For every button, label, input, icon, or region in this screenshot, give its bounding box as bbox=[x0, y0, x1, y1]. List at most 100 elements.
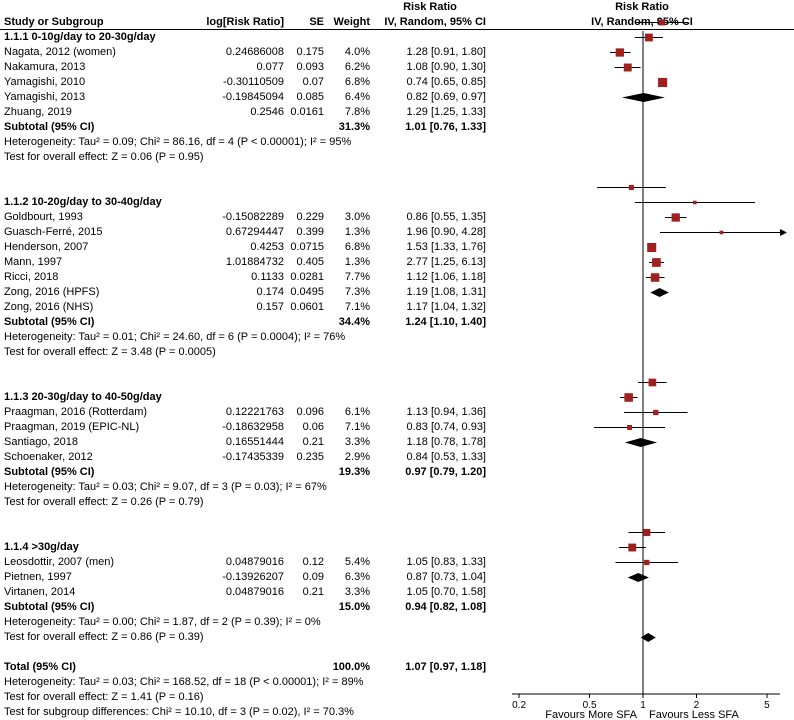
spacer-row bbox=[0, 525, 794, 540]
subtotal-row-ci: 0.97 [0.79, 1.20] bbox=[405, 466, 486, 478]
study-name: Henderson, 2007 bbox=[4, 241, 89, 253]
study-row: Ricci, 2018 0.1133 0.0281 7.7% 1.12 [1.06, 1… bbox=[0, 270, 794, 285]
study-log-risk-ratio: 1.01884732 bbox=[225, 256, 284, 268]
study-ci: 1.08 [0.90, 1.30] bbox=[406, 61, 486, 73]
total-heterogeneity-note-text: Heterogeneity: Tau² = 0.03; Chi² = 168.5… bbox=[4, 676, 364, 688]
study-se: 0.175 bbox=[296, 46, 324, 58]
study-weight: 7.7% bbox=[344, 271, 370, 283]
total-row-weight: 100.0% bbox=[332, 661, 370, 673]
total-row-ci: 1.07 [0.97, 1.18] bbox=[405, 661, 486, 673]
study-se: 0.12 bbox=[302, 556, 324, 568]
subtotal-row-weight: 31.3% bbox=[338, 121, 370, 133]
subtotal-row-weight: 15.0% bbox=[338, 601, 370, 613]
subgroup-heading: 1.1.2 10-20g/day to 30-40g/day bbox=[0, 195, 794, 210]
study-name: Schoenaker, 2012 bbox=[4, 451, 93, 463]
overall-effect-note: Test for overall effect: Z = 0.26 (P = 0… bbox=[0, 495, 794, 510]
study-log-risk-ratio: 0.1133 bbox=[251, 271, 284, 283]
subtotal-row-label: Subtotal (95% CI) bbox=[4, 601, 95, 613]
study-name: Nakamura, 2013 bbox=[4, 61, 86, 73]
total-heterogeneity-note: Heterogeneity: Tau² = 0.03; Chi² = 168.5… bbox=[0, 675, 794, 690]
overall-effect-note-text: Test for overall effect: Z = 0.86 (P = 0… bbox=[4, 631, 204, 643]
study-row: Zhuang, 2019 0.2546 0.0161 7.8% 1.29 [1.25, … bbox=[0, 105, 794, 120]
overall-effect-note: Test for overall effect: Z = 0.86 (P = 0… bbox=[0, 630, 794, 645]
study-name: Virtanen, 2014 bbox=[4, 586, 76, 598]
study-weight: 3.3% bbox=[344, 436, 370, 448]
study-name: Praagman, 2016 (Rotterdam) bbox=[4, 406, 148, 418]
study-name: Praagman, 2019 (EPIC-NL) bbox=[4, 421, 140, 433]
study-ci: 1.28 [0.91, 1.80] bbox=[406, 46, 486, 58]
study-row: Praagman, 2016 (Rotterdam) 0.12221763 0.09… bbox=[0, 405, 794, 420]
study-se: 0.0601 bbox=[290, 301, 324, 313]
subtotal-row-ci: 1.24 [1.10, 1.40] bbox=[405, 316, 486, 328]
subgroup-label: 1.1.3 20-30g/day to 40-50g/day bbox=[4, 391, 162, 403]
subgroup-differences-note: Test for subgroup differences: Chi² = 10… bbox=[0, 705, 794, 720]
heterogeneity-note-text: Heterogeneity: Tau² = 0.09; Chi² = 86.16… bbox=[4, 136, 352, 148]
study-weight: 1.3% bbox=[344, 226, 370, 238]
subgroup-heading: 1.1.3 20-30g/day to 40-50g/day bbox=[0, 390, 794, 405]
study-name: Pietnen, 1997 bbox=[4, 571, 72, 583]
study-log-risk-ratio: 0.077 bbox=[256, 61, 284, 73]
study-ci: 1.05 [0.70, 1.58] bbox=[406, 586, 486, 598]
column-header-plot-ci: IV, Random, 95% CI bbox=[591, 16, 693, 28]
study-weight: 7.3% bbox=[344, 286, 370, 298]
study-ci: 1.05 [0.83, 1.33] bbox=[406, 556, 486, 568]
study-log-risk-ratio: 0.174 bbox=[256, 286, 284, 298]
study-ci: 0.83 [0.74, 0.93] bbox=[406, 421, 486, 433]
column-header-study: Study or Subgroup bbox=[4, 16, 104, 28]
heterogeneity-note: Heterogeneity: Tau² = 0.00; Chi² = 1.87,… bbox=[0, 615, 794, 630]
study-weight: 3.3% bbox=[344, 586, 370, 598]
study-row: Yamagishi, 2013 -0.19845094 0.085 6.4% 0.82 … bbox=[0, 90, 794, 105]
study-log-risk-ratio: 0.12221763 bbox=[225, 406, 284, 418]
subgroup-heading: 1.1.4 >30g/day bbox=[0, 540, 794, 555]
study-row: Pietnen, 1997 -0.13926207 0.09 6.3% 0.87 [0.… bbox=[0, 570, 794, 585]
heterogeneity-note-text: Heterogeneity: Tau² = 0.01; Chi² = 24.60… bbox=[4, 331, 346, 343]
spacer-row bbox=[0, 645, 794, 660]
study-log-risk-ratio: 0.67294447 bbox=[225, 226, 284, 238]
study-ci: 1.17 [1.04, 1.32] bbox=[406, 301, 486, 313]
subtotal-row: Subtotal (95% CI) 34.4% 1.24 [1.10, 1.40] bbox=[0, 315, 794, 330]
study-row: Leosdottir, 2007 (men) 0.04879016 0.12 5.4%… bbox=[0, 555, 794, 570]
study-weight: 3.0% bbox=[344, 211, 370, 223]
study-row: Nakamura, 2013 0.077 0.093 6.2% 1.08 [0.90, … bbox=[0, 60, 794, 75]
study-log-risk-ratio: -0.19845094 bbox=[222, 91, 284, 103]
spacer-row bbox=[0, 180, 794, 195]
study-ci: 1.19 [1.08, 1.31] bbox=[406, 286, 486, 298]
heterogeneity-note-text: Heterogeneity: Tau² = 0.00; Chi² = 1.87,… bbox=[4, 616, 321, 628]
study-weight: 7.1% bbox=[344, 421, 370, 433]
study-row: Guasch-Ferré, 2015 0.67294447 0.399 1.3% 1.9… bbox=[0, 225, 794, 240]
study-name: Zong, 2016 (NHS) bbox=[4, 301, 94, 313]
subtotal-row-label: Subtotal (95% CI) bbox=[4, 316, 95, 328]
subtotal-row: Subtotal (95% CI) 19.3% 0.97 [0.79, 1.20] bbox=[0, 465, 794, 480]
study-name: Santiago, 2018 bbox=[4, 436, 79, 448]
study-log-risk-ratio: -0.13926207 bbox=[222, 571, 284, 583]
heterogeneity-note-text: Heterogeneity: Tau² = 0.03; Chi² = 9.07,… bbox=[4, 481, 327, 493]
heterogeneity-note: Heterogeneity: Tau² = 0.09; Chi² = 86.16… bbox=[0, 135, 794, 150]
study-row: Praagman, 2019 (EPIC-NL) -0.18632958 0.06 7… bbox=[0, 420, 794, 435]
study-log-risk-ratio: 0.2546 bbox=[250, 106, 284, 118]
spacer-row bbox=[0, 165, 794, 180]
overall-effect-note-text: Test for overall effect: Z = 3.48 (P = 0… bbox=[4, 346, 216, 358]
subgroup-differences-note-text: Test for subgroup differences: Chi² = 10… bbox=[4, 706, 354, 718]
study-se: 0.06 bbox=[302, 421, 324, 433]
study-ci: 1.18 [0.78, 1.78] bbox=[406, 436, 486, 448]
study-log-risk-ratio: 0.04879016 bbox=[225, 586, 284, 598]
study-se: 0.096 bbox=[296, 406, 324, 418]
study-name: Zong, 2016 (HPFS) bbox=[4, 286, 100, 298]
subgroup-label: 1.1.2 10-20g/day to 30-40g/day bbox=[4, 196, 162, 208]
study-weight: 2.9% bbox=[344, 451, 370, 463]
study-log-risk-ratio: 0.4253 bbox=[250, 241, 284, 253]
total-overall-effect-note-text: Test for overall effect: Z = 1.41 (P = 0… bbox=[4, 691, 204, 703]
study-ci: 1.53 [1.33, 1.76] bbox=[406, 241, 486, 253]
study-ci: 1.12 [1.06, 1.18] bbox=[406, 271, 486, 283]
study-row: Goldbourt, 1993 -0.15082289 0.229 3.0% 0.86 … bbox=[0, 210, 794, 225]
heterogeneity-note: Heterogeneity: Tau² = 0.03; Chi² = 9.07,… bbox=[0, 480, 794, 495]
study-name: Leosdottir, 2007 (men) bbox=[4, 556, 115, 568]
study-se: 0.21 bbox=[302, 436, 324, 448]
study-ci: 0.74 [0.65, 0.85] bbox=[406, 76, 486, 88]
study-row: Nagata, 2012 (women) 0.24686008 0.175 4.0% 1… bbox=[0, 45, 794, 60]
study-ci: 0.86 [0.55, 1.35] bbox=[406, 211, 486, 223]
study-name: Zhuang, 2019 bbox=[4, 106, 72, 118]
study-row: Zong, 2016 (NHS) 0.157 0.0601 7.1% 1.17 [1.0… bbox=[0, 300, 794, 315]
overall-effect-note: Test for overall effect: Z = 3.48 (P = 0… bbox=[0, 345, 794, 360]
